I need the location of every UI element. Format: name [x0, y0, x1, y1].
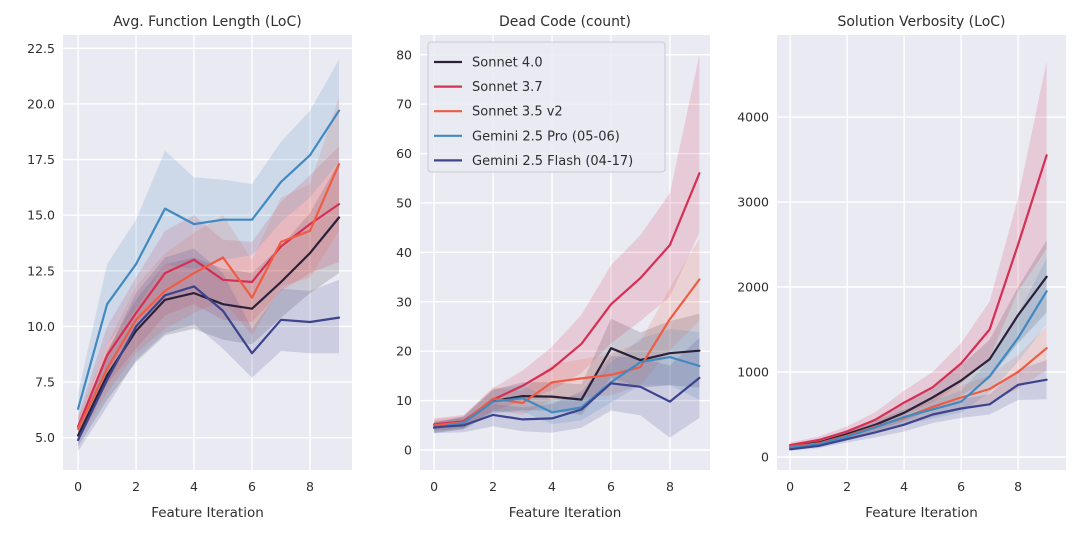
line-sonnet-3-7: [788, 154, 1048, 447]
legend-label-gemini-2-5-flash: Gemini 2.5 Flash (04-17): [472, 154, 633, 169]
y-tick-label: 17.5: [27, 152, 55, 167]
band-sonnet-3-7: [78, 146, 339, 438]
legend-item-gemini-2-5-pro: Gemini 2.5 Pro (05-06): [434, 129, 620, 144]
y-tick-label: 20.0: [27, 96, 55, 111]
band-sonnet-3-7: [790, 61, 1047, 448]
legend-item-sonnet-3-5-v2: Sonnet 3.5 v2: [434, 105, 563, 120]
x-tick-label: 0: [430, 479, 438, 494]
band-gemini-2-5-pro: [790, 258, 1047, 450]
y-tick-label: 1000: [737, 365, 769, 380]
legend-item-gemini-2-5-flash: Gemini 2.5 Flash (04-17): [434, 154, 633, 169]
band-sonnet-3-5-v2: [790, 326, 1047, 449]
y-tick-label: 12.5: [27, 263, 55, 278]
legend-item-sonnet-3-7: Sonnet 3.7: [434, 80, 543, 95]
y-tick-label: 10: [396, 393, 412, 408]
chart-title: Dead Code (count): [499, 14, 631, 30]
avg-function-length-plot: 5.0 7.5 10.0 12.5 15.0 17.5 20.0 22.5 0 2 4 6 8 Avg.…: [27, 14, 352, 521]
y-tick-label: 70: [396, 97, 412, 112]
x-tick-label: 0: [74, 479, 82, 494]
legend: Sonnet 4.0 Sonnet 3.7 Sonnet 3.5 v2 Gemini …: [427, 41, 666, 173]
legend-box: [427, 41, 666, 173]
line-sonnet-3-5-v2: [432, 278, 701, 427]
legend-item-sonnet-4-0: Sonnet 4.0: [434, 56, 543, 71]
x-tick-label: 4: [900, 479, 908, 494]
band-gemini-2-5-flash: [434, 337, 700, 438]
legend-label-gemini-2-5-pro: Gemini 2.5 Pro (05-06): [472, 129, 620, 144]
y-tick-label: 80: [396, 47, 412, 62]
x-tick-label: 0: [786, 479, 794, 494]
legend-label-sonnet-3-5-v2: Sonnet 3.5 v2: [472, 105, 563, 120]
x-tick-label: 8: [306, 479, 314, 494]
line-gemini-2-5-flash: [788, 378, 1048, 451]
x-tick-label: 6: [607, 479, 615, 494]
y-tick-label: 2000: [737, 280, 769, 295]
solution-verbosity-plot: 0 1000 2000 3000 4000 0 2 4 6 8 Solution Verbosit…: [737, 14, 1066, 521]
legend-label-sonnet-3-7: Sonnet 3.7: [472, 80, 543, 95]
line-gemini-2-5-flash: [432, 376, 701, 429]
x-tick-label: 4: [548, 479, 556, 494]
x-axis-label: Feature Iteration: [509, 505, 622, 521]
y-tick-label: 30: [396, 294, 412, 309]
y-tick-label: 40: [396, 245, 412, 260]
y-tick-label: 15.0: [27, 208, 55, 223]
line-gemini-2-5-pro: [788, 290, 1048, 449]
x-tick-label: 8: [666, 479, 674, 494]
band-sonnet-4-0: [790, 240, 1047, 449]
x-tick-label: 4: [190, 479, 198, 494]
y-tick-label: 0: [404, 442, 412, 457]
x-tick-label: 2: [489, 479, 497, 494]
band-sonnet-4-0: [78, 161, 339, 447]
legend-label-sonnet-4-0: Sonnet 4.0: [472, 56, 543, 71]
y-tick-label: 7.5: [35, 375, 55, 390]
plot-area: 0 1000 2000 3000 4000 0 2 4 6 8: [737, 35, 1066, 494]
x-axis-label: Feature Iteration: [865, 505, 978, 521]
band-gemini-2-5-pro: [78, 59, 339, 425]
y-tick-label: 0: [761, 449, 769, 464]
chart-avg-function-length: 5.0 7.5 10.0 12.5 15.0 17.5 20.0 22.5 0 2 4 6 8 Avg.…: [0, 0, 370, 540]
plot-area: 5.0 7.5 10.0 12.5 15.0 17.5 20.0 22.5 0 2 4 6 8: [27, 35, 352, 494]
band-gemini-2-5-pro: [434, 329, 700, 434]
x-tick-label: 2: [843, 479, 851, 494]
chart-title: Solution Verbosity (LoC): [837, 14, 1005, 30]
y-tick-label: 10.0: [27, 319, 55, 334]
plot-background: [63, 35, 352, 470]
x-tick-label: 6: [957, 479, 965, 494]
y-tick-label: 60: [396, 146, 412, 161]
x-tick-label: 2: [132, 479, 140, 494]
line-gemini-2-5-flash: [76, 285, 341, 442]
band-sonnet-3-5-v2: [434, 238, 700, 432]
x-axis-label: Feature Iteration: [151, 505, 264, 521]
chart-dead-code: 0 10 20 30 40 50 60 70 80 0 2 4 6 8 Dead Code (count)…: [370, 0, 730, 540]
x-tick-label: 6: [248, 479, 256, 494]
dead-code-plot: 0 10 20 30 40 50 60 70 80 0 2 4 6 8 Dead Code (count)…: [396, 14, 710, 521]
y-tick-label: 3000: [737, 195, 769, 210]
line-sonnet-4-0: [788, 275, 1048, 448]
y-tick-label: 20: [396, 344, 412, 359]
x-tick-label: 8: [1014, 479, 1022, 494]
y-tick-label: 22.5: [27, 41, 55, 56]
y-tick-label: 50: [396, 195, 412, 210]
chart-title: Avg. Function Length (LoC): [113, 14, 301, 30]
band-gemini-2-5-flash: [78, 248, 339, 452]
y-tick-label: 4000: [737, 110, 769, 125]
y-tick-label: 5.0: [35, 430, 55, 445]
line-sonnet-3-5-v2: [76, 163, 341, 430]
line-gemini-2-5-pro: [76, 109, 341, 410]
band-sonnet-4-0: [434, 313, 700, 433]
chart-solution-verbosity: 0 1000 2000 3000 4000 0 2 4 6 8 Solution Verbosit…: [730, 0, 1080, 540]
line-gemini-2-5-pro: [432, 356, 701, 429]
